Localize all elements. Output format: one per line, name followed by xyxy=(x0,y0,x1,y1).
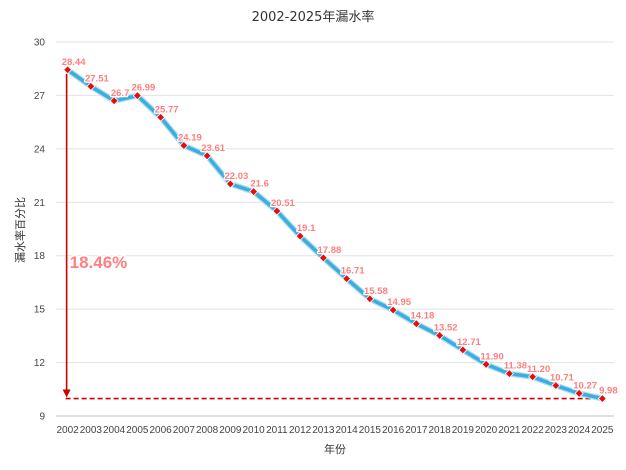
drop-arrow-head xyxy=(62,389,71,398)
y-tick-label: 15 xyxy=(34,305,46,316)
y-tick-label: 21 xyxy=(34,198,46,209)
data-label: 10.27 xyxy=(573,380,597,391)
x-tick-label: 2009 xyxy=(219,425,242,436)
data-point-marker xyxy=(202,151,212,161)
data-point-marker xyxy=(365,294,375,304)
data-label: 11.90 xyxy=(481,351,504,362)
x-tick-label: 2015 xyxy=(359,425,382,436)
data-label: 23.61 xyxy=(201,143,225,154)
x-tick-label: 2021 xyxy=(498,425,521,436)
data-label: 26.99 xyxy=(131,83,155,94)
data-point-marker xyxy=(528,372,538,382)
data-point-marker xyxy=(318,253,328,263)
x-tick-label: 2024 xyxy=(568,425,591,436)
x-tick-label: 2008 xyxy=(196,425,219,436)
x-tick-label: 2020 xyxy=(475,425,498,436)
chart-title: 2002-2025年漏水率 xyxy=(252,9,375,25)
data-label: 12.71 xyxy=(457,337,481,348)
data-point-marker xyxy=(504,369,514,379)
data-point-marker xyxy=(481,359,491,369)
x-tick-label: 2003 xyxy=(80,425,103,436)
series-line-outline xyxy=(64,66,606,402)
y-axis-ticks: 9 12 15 18 21 24 27 30 xyxy=(34,38,46,423)
data-point-marker xyxy=(225,179,235,189)
y-tick-label: 12 xyxy=(34,358,46,369)
data-label: 14.95 xyxy=(387,297,411,308)
data-label: 11.20 xyxy=(527,364,550,375)
grid-lines xyxy=(56,41,614,417)
data-label: 26.7 xyxy=(111,88,130,99)
data-point-marker xyxy=(342,274,352,284)
x-tick-label: 2010 xyxy=(243,425,266,436)
data-label: 19.1 xyxy=(297,223,316,234)
data-point-marker xyxy=(411,319,421,329)
data-point-marker xyxy=(156,112,166,122)
x-axis-ticks: 2002 2003 2004 2005 2006 2007 2008 2009 2010 2011… xyxy=(57,425,614,436)
x-tick-label: 2004 xyxy=(103,425,126,436)
y-tick-label: 9 xyxy=(39,412,45,423)
drop-annotation: 18.46% xyxy=(62,73,603,400)
data-label: 24.19 xyxy=(178,132,202,143)
x-tick-label: 2022 xyxy=(522,425,545,436)
data-point-marker xyxy=(435,330,445,341)
data-point-marker xyxy=(597,393,607,404)
x-tick-label: 2005 xyxy=(126,425,149,436)
data-point-marker xyxy=(295,231,305,241)
data-label: 16.71 xyxy=(341,266,365,277)
data-label: 9.98 xyxy=(599,386,618,397)
data-point-marker xyxy=(109,96,119,106)
y-tick-label: 27 xyxy=(34,91,46,102)
drop-percentage-label: 18.46% xyxy=(70,253,128,272)
x-tick-label: 2023 xyxy=(545,425,568,436)
data-label: 14.18 xyxy=(410,311,434,322)
series-line xyxy=(64,66,606,402)
x-tick-label: 2025 xyxy=(591,425,614,436)
data-point-marker xyxy=(458,345,468,355)
y-tick-label: 24 xyxy=(34,144,46,155)
x-axis-label: 年份 xyxy=(324,442,346,456)
data-label: 11.38 xyxy=(504,361,527,372)
data-label: 21.6 xyxy=(250,179,269,190)
x-tick-label: 2012 xyxy=(289,425,312,436)
data-label: 17.88 xyxy=(317,245,341,256)
x-tick-label: 2018 xyxy=(429,425,452,436)
x-tick-label: 2014 xyxy=(336,425,359,436)
data-point-marker xyxy=(388,305,398,315)
data-label: 25.77 xyxy=(155,104,179,115)
y-tick-label: 30 xyxy=(34,38,46,49)
data-point-marker xyxy=(551,380,561,391)
data-point-marker xyxy=(86,81,96,91)
x-tick-label: 2019 xyxy=(452,425,475,436)
data-label: 28.44 xyxy=(62,57,86,68)
data-label: 15.58 xyxy=(364,286,388,297)
series-line-path xyxy=(65,68,605,401)
data-point-marker xyxy=(63,65,73,75)
data-point-marker xyxy=(132,91,142,101)
data-label: 22.03 xyxy=(224,171,248,182)
data-point-marker xyxy=(574,388,584,398)
y-axis-label: 漏水率百分比 xyxy=(13,197,27,263)
data-point-marker xyxy=(249,187,259,197)
x-tick-label: 2007 xyxy=(173,425,196,436)
x-tick-label: 2013 xyxy=(312,425,335,436)
data-point-marker xyxy=(179,140,189,151)
data-label: 10.71 xyxy=(550,373,574,384)
x-tick-label: 2011 xyxy=(266,425,288,436)
x-tick-label: 2002 xyxy=(57,425,80,436)
x-tick-label: 2017 xyxy=(405,425,428,436)
x-tick-label: 2016 xyxy=(382,425,405,436)
y-tick-label: 18 xyxy=(34,251,46,262)
data-label: 13.52 xyxy=(434,323,458,334)
series-markers xyxy=(63,65,607,404)
data-label: 27.51 xyxy=(85,73,109,84)
x-tick-label: 2006 xyxy=(150,425,173,436)
data-point-marker xyxy=(272,206,282,216)
data-label: 20.51 xyxy=(271,198,295,209)
